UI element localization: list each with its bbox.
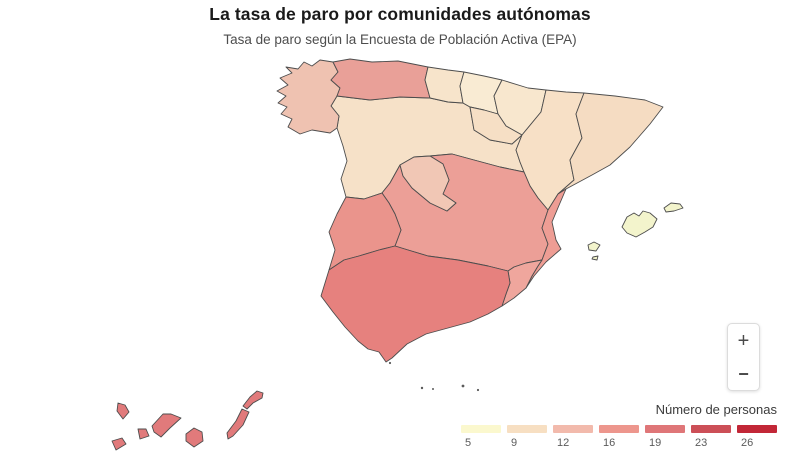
region-comunidad-valenciana[interactable] (525, 188, 567, 289)
legend-bin-26: 26 (737, 425, 777, 449)
legend-bin-19: 19 (645, 425, 685, 449)
chart-header: La tasa de paro por comunidades autónoma… (0, 4, 800, 47)
legend-bin-label: 9 (511, 437, 518, 449)
islet-1 (388, 361, 392, 365)
region-galicia[interactable] (276, 59, 341, 135)
islet-5 (476, 388, 480, 392)
islet-4 (461, 384, 465, 388)
legend-bin-label: 26 (741, 437, 754, 449)
legend-bin-12: 12 (553, 425, 593, 449)
legend-swatch (599, 425, 639, 433)
legend-title: Número de personas (655, 402, 777, 417)
legend-swatch (691, 425, 731, 433)
color-legend: Número de personas 5 9 12 16 19 23 26 (461, 402, 777, 449)
region-cataluna[interactable] (557, 92, 664, 195)
region-baleares[interactable] (587, 202, 684, 261)
region-canarias[interactable] (111, 390, 264, 451)
legend-bins: 5 9 12 16 19 23 26 (461, 425, 777, 449)
legend-swatch (507, 425, 547, 433)
legend-swatch (737, 425, 777, 433)
map-zoom-control: + − (727, 323, 760, 391)
legend-bin-5: 5 (461, 425, 501, 449)
legend-bin-label: 16 (603, 437, 616, 449)
zoom-in-button[interactable]: + (728, 324, 759, 357)
region-cantabria[interactable] (424, 66, 465, 104)
legend-swatch (645, 425, 685, 433)
legend-bin-label: 19 (649, 437, 662, 449)
region-asturias[interactable] (330, 58, 431, 101)
legend-bin-label: 12 (557, 437, 570, 449)
region-andalucia[interactable] (320, 245, 511, 363)
legend-bin-23: 23 (691, 425, 731, 449)
legend-swatch (461, 425, 501, 433)
legend-bin-16: 16 (599, 425, 639, 449)
zoom-out-button[interactable]: − (728, 357, 759, 390)
islet-2 (420, 386, 424, 390)
legend-bin-9: 9 (507, 425, 547, 449)
legend-bin-label: 23 (695, 437, 708, 449)
chart-title: La tasa de paro por comunidades autónoma… (209, 4, 591, 24)
legend-swatch (553, 425, 593, 433)
chart-subtitle: Tasa de paro según la Encuesta de Poblac… (223, 32, 577, 47)
islet-3 (432, 388, 434, 390)
legend-bin-label: 5 (465, 437, 472, 449)
region-madrid[interactable] (399, 155, 457, 212)
